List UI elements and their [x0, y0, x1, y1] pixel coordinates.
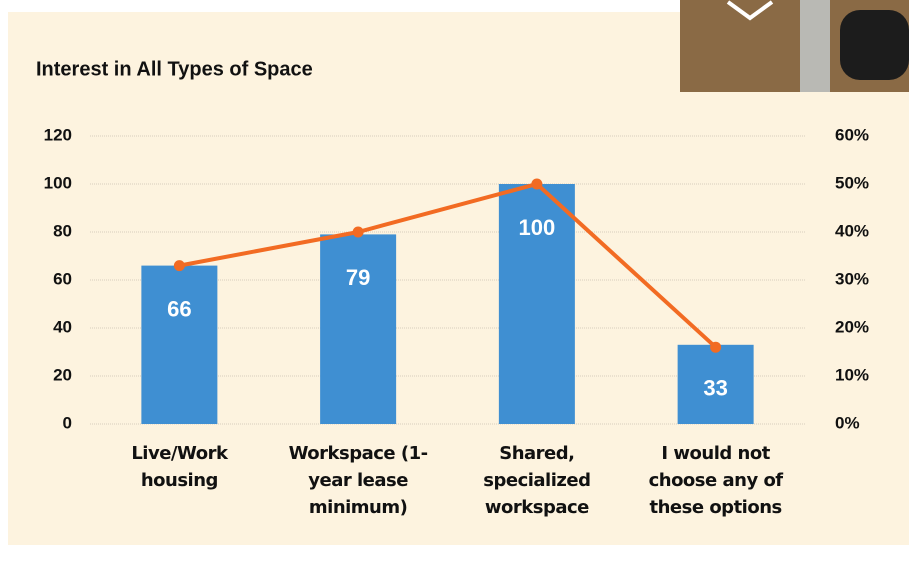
line-point	[352, 226, 364, 238]
photo-thumbnail	[680, 0, 909, 92]
y-tick-label: 20	[53, 365, 72, 384]
y2-tick-label: 10%	[835, 365, 869, 384]
bar	[320, 234, 397, 424]
bar	[141, 265, 218, 424]
y2-tick-label: 50%	[835, 173, 869, 192]
y-tick-label: 0	[63, 413, 72, 432]
data-label: 66	[167, 296, 191, 321]
y-tick-label: 120	[44, 125, 72, 144]
x-tick-label: I would not choose any of these options	[648, 443, 784, 518]
y2-tick-label: 20%	[835, 317, 869, 336]
y2-tick-label: 60%	[835, 125, 869, 144]
line-point	[710, 341, 722, 353]
data-label: 79	[346, 265, 370, 290]
y2-tick-label: 30%	[835, 269, 869, 288]
y-tick-label: 60	[53, 269, 72, 288]
y2-tick-label: 40%	[835, 221, 869, 240]
x-tick-label: Shared, specialized workspace	[483, 443, 591, 518]
x-tick-label: Live/Work housing	[131, 443, 228, 491]
bar	[677, 344, 754, 424]
x-tick-label: Workspace (1-year lease minimum)	[288, 443, 429, 518]
chart-title: Interest in All Types of Space	[36, 58, 313, 80]
y-tick-label: 100	[44, 173, 72, 192]
data-label: 33	[703, 376, 727, 401]
bar	[498, 184, 575, 424]
line	[179, 181, 717, 349]
y-tick-label: 80	[53, 221, 72, 240]
line-point	[173, 260, 185, 272]
data-label: 100	[519, 215, 556, 240]
line-point	[531, 178, 543, 190]
y-tick-label: 40	[53, 317, 72, 336]
y2-tick-label: 0%	[835, 413, 860, 432]
